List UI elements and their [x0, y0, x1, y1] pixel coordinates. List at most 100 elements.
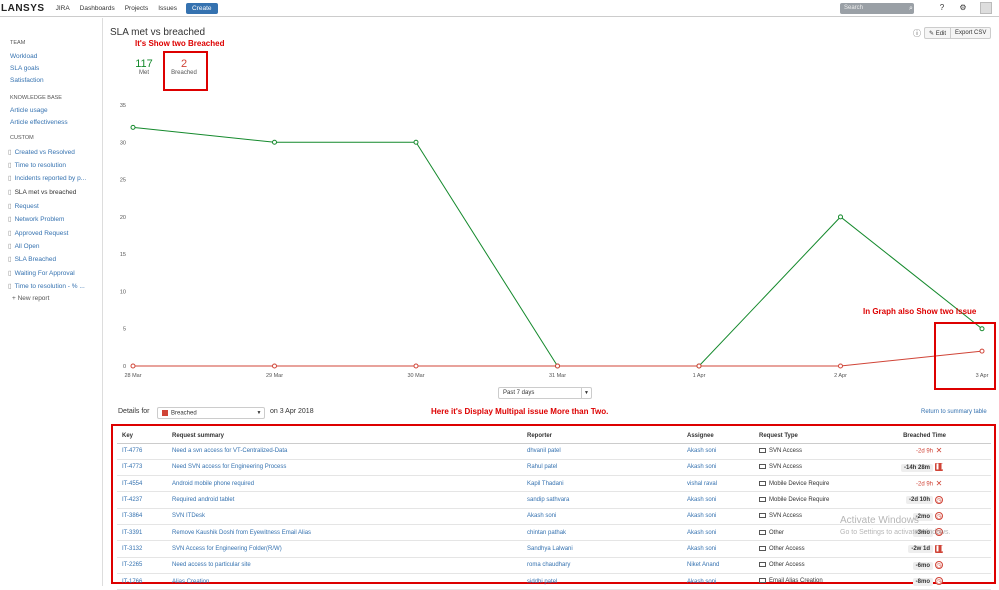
issue-key-link[interactable]: IT-4237	[122, 497, 143, 504]
sidebar-item-all-open[interactable]: ▯ All Open	[8, 243, 40, 250]
col-summary[interactable]: Request summary	[167, 430, 522, 444]
sidebar-item-article-effectiveness[interactable]: Article effectiveness	[10, 119, 68, 126]
table-row: IT-3391 Remove Kaushik Doshi from Eyewitn…	[117, 524, 991, 542]
breached-time-value: -14h 28m	[900, 463, 933, 472]
issue-key-link[interactable]: IT-3864	[122, 513, 143, 520]
help-icon[interactable]: ?	[939, 3, 945, 12]
sidebar-item-approved-request[interactable]: ▯ Approved Request	[8, 230, 69, 237]
details-filter-select[interactable]: Breached ▼	[157, 407, 265, 419]
assignee-link[interactable]: Akash soni	[682, 491, 754, 509]
assignee-link[interactable]: Akash soni	[682, 524, 754, 542]
breached-time-cell: -2d 9h ✕	[872, 443, 991, 460]
reporter-link[interactable]: sandip sathvara	[522, 491, 682, 509]
reporter-link[interactable]: dhvanil patel	[522, 443, 682, 460]
breached-time-cell: -8mo ◷	[872, 573, 991, 590]
page-title: SLA met vs breached	[110, 27, 206, 38]
nav-jira[interactable]: JIRA	[55, 4, 70, 12]
reporter-link[interactable]: siddhi patel	[522, 573, 682, 590]
data-point	[979, 326, 985, 332]
assignee-link[interactable]: Akash soni	[682, 540, 754, 558]
sidebar-item-satisfaction[interactable]: Satisfaction	[10, 77, 44, 84]
sidebar-item-sla-goals[interactable]: SLA goals	[10, 65, 40, 72]
issue-key-link[interactable]: IT-4554	[122, 480, 143, 487]
issue-key-link[interactable]: IT-2265	[122, 562, 143, 569]
issue-key-link[interactable]: IT-3391	[122, 529, 143, 536]
issue-key-link[interactable]: IT-4776	[122, 448, 143, 455]
avatar[interactable]	[980, 2, 992, 14]
search-input[interactable]: Search	[840, 3, 914, 14]
sidebar-item-created-vs-resolved[interactable]: ▯ Created vs Resolved	[8, 149, 75, 156]
issue-summary-link[interactable]: SVN ITDesk	[172, 513, 206, 520]
sidebar-item-time-to-resolution-pct[interactable]: ▯ Time to resolution - % ...	[8, 283, 85, 290]
assignee-link[interactable]: Akash soni	[682, 443, 754, 460]
report-icon: ▯	[8, 149, 12, 156]
issue-key-link[interactable]: IT-3132	[122, 545, 143, 552]
clock-icon: ◷	[935, 512, 943, 521]
assignee-link[interactable]: Akash soni	[682, 459, 754, 477]
sidebar-item-request[interactable]: ▯ Request	[8, 203, 39, 210]
monitor-icon	[759, 497, 766, 502]
return-to-summary-link[interactable]: Return to summary table	[921, 409, 987, 415]
logo[interactable]: LANSYS	[1, 2, 45, 14]
met-stat[interactable]: 117 Met	[133, 58, 155, 76]
create-button[interactable]: Create	[186, 2, 218, 14]
col-key[interactable]: Key	[117, 430, 167, 444]
col-request-type[interactable]: Request Type	[754, 430, 872, 444]
table-row: IT-3864 SVN ITDesk Akash soni Akash soni SVN…	[117, 508, 991, 525]
issue-summary-link[interactable]: Need a svn access for VT-Centralized-Dat…	[172, 448, 288, 455]
gear-icon[interactable]: ⚙	[959, 3, 967, 12]
col-breached-time[interactable]: Breached Time	[872, 430, 991, 444]
x-tick-label: 3 Apr	[976, 373, 989, 379]
y-tick-label: 30	[120, 140, 126, 146]
breached-time-value: -2mo	[912, 512, 933, 521]
issue-summary-link[interactable]: SVN Access for Engineering Folder(R/W)	[172, 545, 282, 552]
sidebar-item-article-usage[interactable]: Article usage	[10, 107, 48, 114]
sla-line-chart: 0 5 10 15 20 25 30 35 28 Mar 29 Mar 30 Mar 31 Mar 1 …	[120, 103, 989, 379]
nav-projects[interactable]: Projects	[124, 4, 149, 12]
sidebar-item-incidents[interactable]: ▯ Incidents reported by p...	[8, 175, 87, 182]
assignee-link[interactable]: Akash soni	[682, 508, 754, 525]
col-reporter[interactable]: Reporter	[522, 430, 682, 444]
windows-watermark-subtitle: Go to Settings to activate Windows.	[840, 529, 951, 536]
reporter-link[interactable]: Akash soni	[522, 508, 682, 525]
reporter-link[interactable]: Kapil Thadani	[522, 475, 682, 493]
breached-stat[interactable]: 2 Breached	[168, 58, 200, 76]
breached-time-cell: -2d 9h ✕	[872, 475, 991, 493]
nav-issues[interactable]: Issues	[158, 4, 177, 12]
assignee-link[interactable]: Niket Anand	[682, 557, 754, 574]
breached-time-cell: -14h 28m ❚❚	[872, 459, 991, 477]
assignee-link[interactable]: Akash soni	[682, 573, 754, 590]
issue-summary-link[interactable]: Android mobile phone required	[172, 480, 255, 487]
info-icon[interactable]: ⓘ	[913, 29, 921, 38]
edit-button[interactable]: ✎ Edit	[925, 28, 952, 38]
col-assignee[interactable]: Assignee	[682, 430, 754, 444]
sidebar-item-workload[interactable]: Workload	[10, 53, 38, 60]
issue-summary-link[interactable]: Need access to particular site	[172, 562, 251, 569]
issue-key-link[interactable]: IT-1766	[122, 578, 143, 585]
report-icon: ▯	[8, 189, 12, 196]
sidebar-item-time-to-resolution[interactable]: ▯ Time to resolution	[8, 162, 66, 169]
issue-key-link[interactable]: IT-4773	[122, 464, 143, 471]
sidebar-item-sla-breached[interactable]: ▯ SLA Breached	[8, 256, 57, 263]
nav-dashboards[interactable]: Dashboards	[79, 4, 115, 12]
sidebar-item-sla-met-vs-breached[interactable]: ▯ SLA met vs breached	[8, 189, 77, 196]
report-icon: ▯	[8, 243, 12, 250]
export-csv-button[interactable]: Export CSV	[955, 30, 987, 36]
issue-summary-link[interactable]: Required android tablet	[172, 497, 235, 504]
reporter-link[interactable]: Rahul patel	[522, 459, 682, 477]
request-type-cell: SVN Access	[754, 443, 872, 460]
new-report-link[interactable]: + New report	[12, 295, 50, 302]
reporter-link[interactable]: chintan pathak	[522, 524, 682, 542]
issue-summary-link[interactable]: Remove Kaushik Doshi from Eyewitness Ema…	[172, 529, 312, 536]
search-icon[interactable]: ⌕	[909, 5, 913, 12]
issue-summary-link[interactable]: Need SVN access for Engineering Process	[172, 464, 287, 471]
reporter-link[interactable]: Sandhya Lalwani	[522, 540, 682, 558]
assignee-link[interactable]: vishal raval	[682, 475, 754, 493]
data-point	[555, 363, 560, 369]
y-tick-label: 15	[120, 252, 126, 258]
sidebar-item-network-problem[interactable]: ▯ Network Problem	[8, 216, 65, 223]
sidebar-item-waiting-for-approval[interactable]: ▯ Waiting For Approval	[8, 270, 75, 277]
reporter-link[interactable]: roma chaudhary	[522, 557, 682, 574]
date-range-select[interactable]: Past 7 days ▼	[498, 387, 592, 399]
issue-summary-link[interactable]: Alias Creation	[172, 578, 210, 585]
